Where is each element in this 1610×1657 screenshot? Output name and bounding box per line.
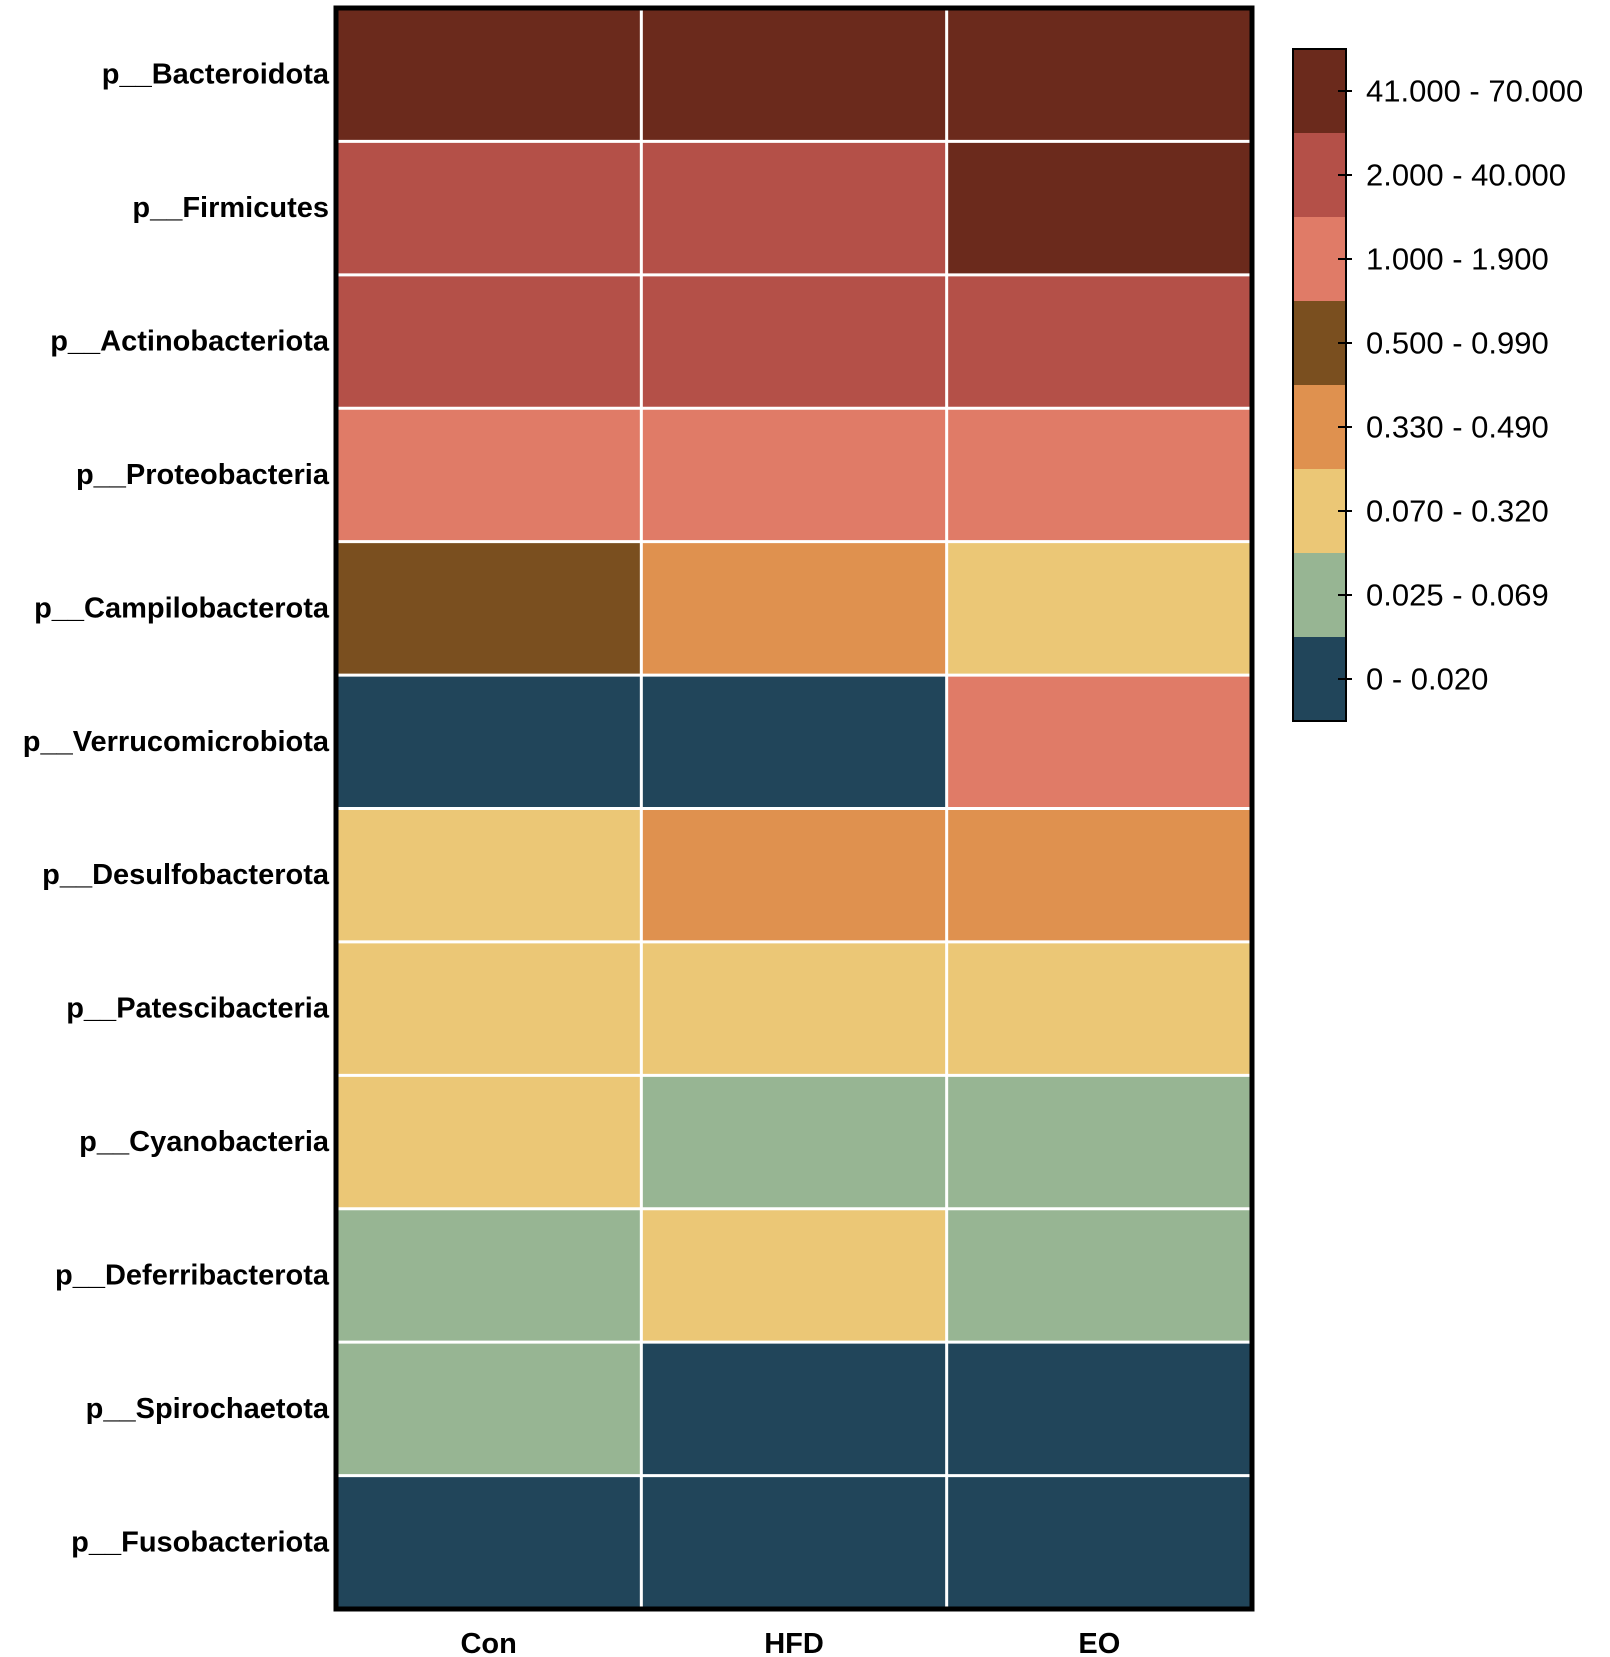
heatmap-cell <box>946 274 1253 409</box>
column-labels: Con HFD EO <box>460 1628 1120 1657</box>
heatmap-cell <box>946 1342 1253 1477</box>
legend-label: 0.025 - 0.069 <box>1366 578 1549 613</box>
legend-swatch <box>1293 217 1346 302</box>
heatmap-cell <box>946 8 1253 142</box>
row-label: p__Proteobacteria <box>76 459 330 491</box>
heatmap-frame <box>333 5 1255 1612</box>
heatmap-cell <box>336 141 642 276</box>
heatmap-cell <box>946 1208 1253 1343</box>
heatmap-cell <box>946 141 1253 276</box>
row-label: p__Cyanobacteria <box>79 1126 330 1158</box>
legend-label: 2.000 - 40.000 <box>1366 158 1566 193</box>
row-label: p__Bacteroidota <box>102 59 330 91</box>
legend-swatch <box>1293 469 1346 554</box>
heatmap-cell <box>336 1475 642 1610</box>
heatmap-cell <box>946 1075 1253 1210</box>
heatmap-cell <box>641 675 948 809</box>
column-label: EO <box>1078 1628 1120 1657</box>
row-label: p__Campilobacterota <box>34 592 330 624</box>
legend-swatch <box>1293 637 1346 722</box>
heatmap-cell <box>641 8 948 142</box>
heatmap-gridlines <box>336 8 1252 1609</box>
row-label: p__Desulfobacterota <box>42 859 330 891</box>
heatmap-cell <box>641 141 948 276</box>
legend-swatch <box>1293 301 1346 386</box>
legend-label: 1.000 - 1.900 <box>1366 242 1549 277</box>
heatmap-cell <box>946 408 1253 543</box>
row-label: p__Actinobacteriota <box>50 326 330 358</box>
row-label: p__Fusobacteriota <box>71 1526 330 1558</box>
heatmap-cell <box>641 1342 948 1477</box>
row-labels: p__Bacteroidota p__Firmicutes p__Actinobac… <box>23 59 330 1559</box>
legend-label: 41.000 - 70.000 <box>1366 74 1583 109</box>
row-label: p__Deferribacterota <box>55 1259 330 1291</box>
heatmap-cell <box>946 1475 1253 1610</box>
heatmap-cell <box>641 1075 948 1210</box>
column-label: Con <box>460 1628 516 1657</box>
heatmap-cell <box>336 675 642 809</box>
legend-label: 0.500 - 0.990 <box>1366 326 1549 361</box>
heatmap-cell <box>336 808 642 943</box>
heatmap-cell <box>336 8 642 142</box>
heatmap-cell <box>946 941 1253 1076</box>
row-label: p__Verrucomicrobiota <box>23 726 330 758</box>
heatmap-cell <box>946 541 1253 676</box>
heatmap-cell <box>641 941 948 1076</box>
heatmap-cell <box>336 274 642 409</box>
legend-swatch <box>1293 133 1346 218</box>
row-label: p__Spirochaetota <box>86 1393 330 1425</box>
heatmap-cell <box>946 675 1253 809</box>
legend-label: 0 - 0.020 <box>1366 662 1488 697</box>
heatmap-cell <box>641 1475 948 1610</box>
legend-swatch <box>1293 385 1346 470</box>
heatmap-cell <box>336 1208 642 1343</box>
heatmap-cell <box>336 941 642 1076</box>
heatmap-cell <box>336 541 642 676</box>
color-legend: 41.000 - 70.000 2.000 - 40.000 1.000 - 1.9… <box>1292 48 1583 722</box>
heatmap-cell <box>641 808 948 943</box>
heatmap-cell <box>336 1342 642 1477</box>
legend-swatch <box>1293 553 1346 638</box>
row-label: p__Firmicutes <box>132 192 329 224</box>
heatmap-cell <box>336 408 642 543</box>
legend-swatch <box>1293 49 1346 134</box>
heatmap-cell <box>641 1208 948 1343</box>
heatmap-cells <box>336 8 1253 1610</box>
heatmap-cell <box>946 808 1253 943</box>
heatmap-cell <box>641 274 948 409</box>
legend-label: 0.330 - 0.490 <box>1366 410 1549 445</box>
legend-frame <box>1292 48 1347 722</box>
row-label: p__Patescibacteria <box>66 993 330 1025</box>
heatmap-cell <box>641 408 948 543</box>
column-label: HFD <box>764 1628 824 1657</box>
legend-label: 0.070 - 0.320 <box>1366 494 1549 529</box>
heatmap-cell <box>641 541 948 676</box>
heatmap-cell <box>336 1075 642 1210</box>
